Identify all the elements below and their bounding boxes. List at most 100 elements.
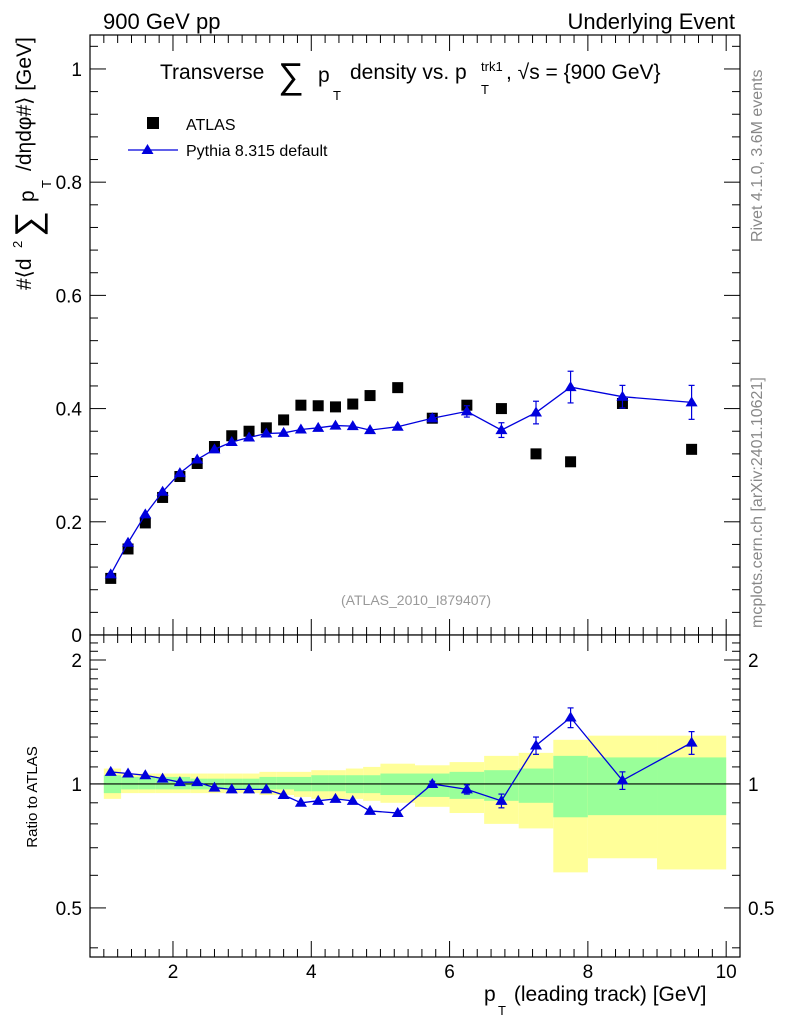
analysis-watermark: (ATLAS_2010_I879407) — [341, 592, 491, 608]
atlas-point — [226, 430, 238, 442]
ratio-ytick-labels-right: 0.5 1 2 — [748, 651, 774, 920]
atlas-point — [347, 398, 359, 410]
ratio-point — [173, 776, 186, 787]
atlas-point — [530, 448, 542, 460]
atlas-point — [329, 401, 341, 413]
main-ytick-label: 0.8 — [56, 173, 82, 194]
ratio-point — [564, 711, 577, 722]
pythia-point — [530, 406, 543, 417]
title-trk1-superscript: trk1 — [481, 59, 503, 74]
xlabel-subscript-T: T — [498, 1003, 506, 1018]
main-ytick-label: 0.4 — [56, 400, 83, 421]
pythia-point — [312, 421, 325, 432]
ylabel-rest: /dηdφ#⟩ [GeV] — [13, 37, 36, 171]
main-ytick-label: 0 — [71, 626, 82, 647]
mcplots-info: mcplots.cern.ch [arXiv:2401.10621] — [749, 377, 766, 628]
title-p-subscript: T — [333, 88, 341, 103]
header-left: 900 GeV pp — [103, 9, 220, 34]
pythia-point — [225, 435, 238, 446]
ratio-panel: 0.5 1 2 0.5 1 2 2 4 6 8 10 Ratio to ATLAS p T (l… — [24, 634, 774, 1018]
ratio-point — [139, 769, 152, 780]
ratio-ylabel: Ratio to ATLAS — [24, 746, 41, 847]
ratio-ytick-label-right: 1 — [748, 775, 759, 796]
pythia-point — [156, 485, 169, 496]
ratio-ytick-label-right: 2 — [748, 651, 759, 672]
xtick-label: 2 — [168, 962, 179, 983]
pythia-line — [104, 370, 698, 579]
ratio-point — [530, 739, 543, 750]
legend-pythia-label: Pythia 8.315 default — [186, 143, 328, 160]
pythia-point — [329, 419, 342, 430]
pythia-point — [346, 420, 359, 431]
atlas-point — [495, 403, 507, 415]
pythia-point — [391, 420, 404, 431]
green-band-bin — [311, 775, 329, 792]
ratio-point — [312, 794, 325, 805]
xlabel-rest: (leading track) [GeV] — [508, 983, 706, 1006]
ratio-point — [495, 794, 508, 805]
atlas-point — [565, 456, 577, 468]
main-ytick-label: 0.2 — [56, 513, 82, 534]
title-sum-symbol: ∑ — [278, 55, 304, 96]
pythia-point — [208, 443, 221, 454]
chart-title: Transverse ∑ p T density vs. p trk1 T , … — [160, 55, 661, 103]
ratio-point — [156, 772, 169, 783]
title-transverse: Transverse — [160, 61, 264, 84]
ylabel-subscript-T: T — [39, 180, 54, 188]
title-trk1-subscript: T — [481, 82, 489, 97]
pythia-point — [495, 424, 508, 435]
main-panel-background — [90, 35, 740, 635]
atlas-point — [295, 399, 307, 411]
ratio-point — [685, 736, 698, 747]
pythia-point — [685, 396, 698, 407]
ylabel-sum-symbol: ∑ — [7, 211, 48, 237]
ylabel-p: p — [16, 190, 39, 202]
ratio-point — [191, 776, 204, 787]
ylabel-open: #⟨d — [13, 258, 36, 290]
pythia-point — [426, 412, 439, 423]
ratio-panel-frame — [89, 634, 741, 958]
atlas-point — [364, 390, 376, 402]
ratio-point — [329, 792, 342, 803]
legend: ATLAS Pythia 8.315 default — [128, 117, 328, 160]
main-ylabel: #⟨d 2 ∑ p T /dηdφ#⟩ [GeV] — [7, 37, 54, 290]
green-band-bin — [259, 776, 277, 790]
header-right: Underlying Event — [567, 9, 735, 34]
ratio-point — [364, 804, 377, 815]
ratio-xtick-labels: 2 4 6 8 10 — [168, 962, 737, 983]
main-ytick-labels: 0 0.2 0.4 0.6 0.8 1 — [56, 60, 83, 647]
legend-pythia-marker — [141, 144, 154, 154]
ratio-point — [104, 765, 117, 776]
atlas-point — [392, 382, 404, 394]
pythia-point — [104, 568, 117, 579]
ratio-point — [277, 789, 290, 800]
ratio-point — [294, 796, 307, 807]
rivet-info: Rivet 4.1.0, 3.6M events — [749, 69, 766, 242]
xtick-label: 4 — [306, 962, 317, 983]
pythia-point — [260, 427, 273, 438]
xlabel: p T (leading track) [GeV] — [484, 983, 706, 1018]
ratio-point — [391, 807, 404, 818]
ratio-ytick-label-right: 0.5 — [748, 899, 774, 920]
pythia-point — [173, 467, 186, 478]
green-band-bin — [276, 776, 294, 790]
atlas-point — [686, 443, 698, 455]
green-band-bin — [328, 775, 346, 792]
main-panel: 0 0.2 0.4 0.6 0.8 1 (ATLAS_2010_I879407) ATLA… — [7, 34, 741, 647]
ratio-point — [122, 767, 135, 778]
green-band-bin — [518, 768, 554, 803]
pythia-point — [277, 426, 290, 437]
title-p: p — [318, 64, 330, 87]
pythia-point — [191, 453, 204, 464]
green-band-bin — [657, 757, 727, 816]
pythia-point — [616, 390, 629, 401]
ratio-ytick-label: 1 — [71, 775, 82, 796]
main-ytick-label: 1 — [71, 60, 82, 81]
pythia-point — [139, 508, 152, 519]
ratio-ticks — [90, 635, 740, 957]
pythia-point — [294, 423, 307, 434]
atlas-point — [139, 517, 151, 529]
xtick-label: 8 — [583, 962, 594, 983]
ratio-point — [426, 777, 439, 788]
atlas-point — [157, 491, 169, 503]
